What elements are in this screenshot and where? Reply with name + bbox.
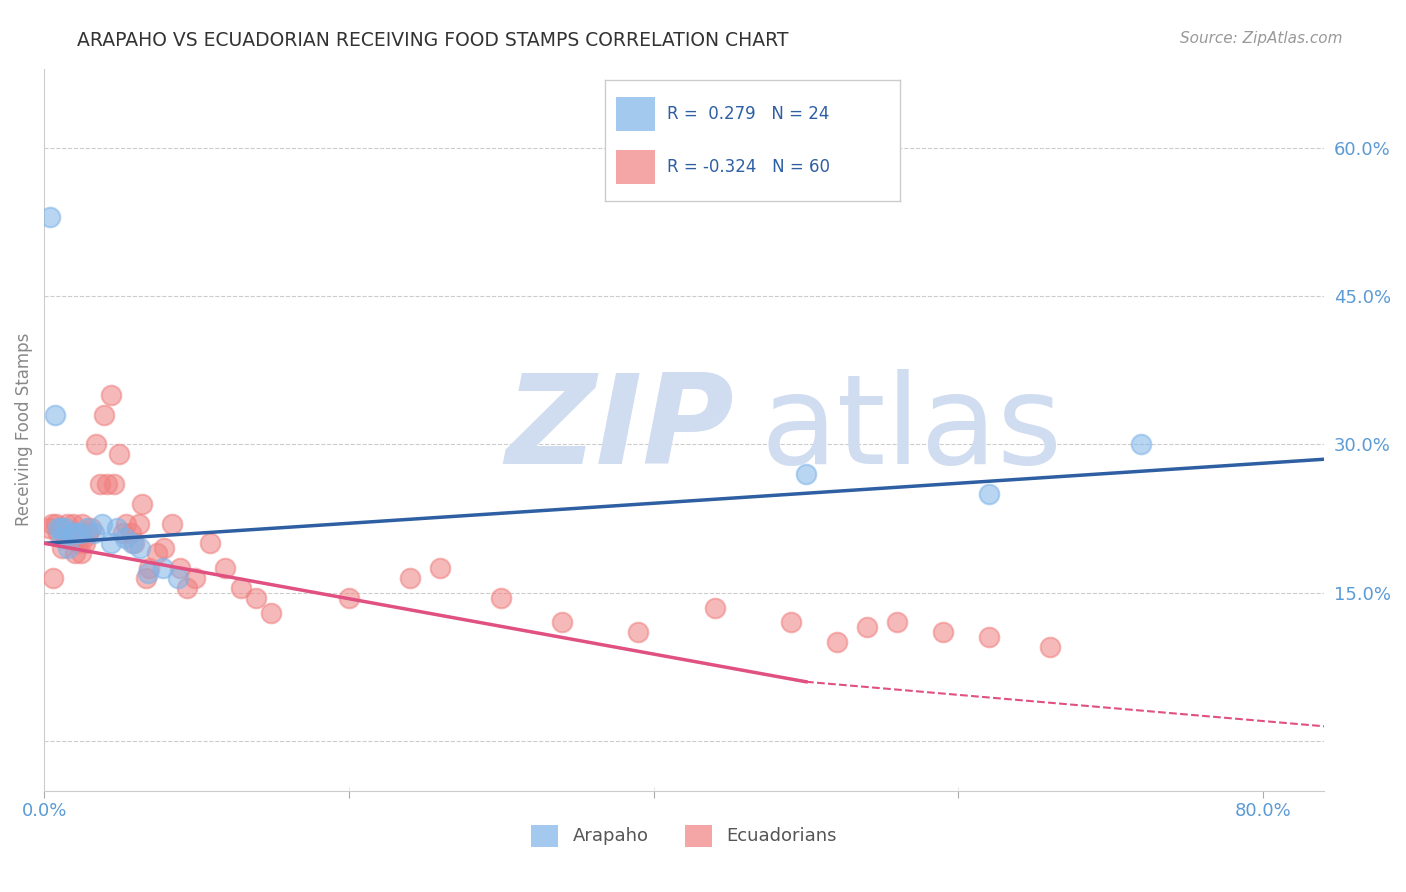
Point (51, 541, 73, 556)
Legend: Arapaho, Ecuadorians: Arapaho, Ecuadorians (524, 817, 844, 854)
Point (169, 561, 191, 575)
Point (136, 566, 159, 580)
Point (63, 546, 86, 560)
Point (825, 635, 848, 649)
Point (146, 546, 169, 560)
Point (337, 591, 360, 605)
Text: R =  0.279   N = 24: R = 0.279 N = 24 (666, 105, 830, 123)
Point (138, 561, 160, 575)
Point (65, 526, 87, 541)
Point (76, 521, 98, 535)
Point (103, 477, 125, 491)
Point (260, 606, 283, 620)
Point (56, 516, 79, 531)
Point (39, 210, 62, 224)
Point (153, 541, 176, 556)
Y-axis label: Receiving Food Stamps: Receiving Food Stamps (15, 333, 32, 526)
Point (120, 526, 142, 541)
Point (51, 532, 73, 546)
Point (184, 571, 207, 585)
Point (46, 521, 69, 535)
Point (135, 571, 157, 585)
Point (70, 516, 93, 531)
Text: ZIP: ZIP (505, 369, 734, 490)
Point (429, 561, 451, 575)
Point (114, 532, 136, 546)
Point (73, 532, 96, 546)
Point (80, 521, 103, 535)
Point (96, 477, 118, 491)
Point (62, 526, 84, 541)
Point (107, 447, 129, 461)
Text: Source: ZipAtlas.com: Source: ZipAtlas.com (1180, 31, 1343, 46)
Point (200, 536, 222, 550)
Point (122, 536, 145, 550)
Point (167, 571, 190, 585)
Point (794, 467, 817, 481)
Point (46, 526, 69, 541)
Text: atlas: atlas (761, 369, 1063, 490)
Point (91, 516, 114, 531)
Point (75, 536, 97, 550)
Point (49, 521, 72, 535)
Point (77, 526, 100, 541)
Point (886, 615, 908, 630)
Bar (616, 97, 655, 131)
Point (58, 541, 80, 556)
Point (176, 581, 198, 595)
Point (69, 526, 91, 541)
Point (69, 546, 91, 560)
Point (42, 571, 65, 585)
Point (856, 620, 879, 634)
Point (932, 625, 955, 640)
Point (93, 408, 115, 422)
Point (84, 437, 107, 451)
Point (779, 615, 801, 630)
Point (66, 536, 89, 550)
Point (65, 532, 87, 546)
Point (38, 521, 60, 535)
Point (245, 591, 267, 605)
Point (41, 516, 63, 531)
Point (83, 526, 105, 541)
Point (627, 625, 650, 640)
Point (89, 477, 111, 491)
Point (115, 516, 138, 531)
Point (49, 521, 72, 535)
Point (55, 532, 77, 546)
Point (1039, 640, 1062, 655)
Point (128, 516, 150, 531)
Point (100, 536, 122, 550)
Point (112, 526, 135, 541)
Point (105, 521, 128, 535)
Point (977, 630, 1000, 644)
Point (59, 526, 82, 541)
Point (62, 516, 84, 531)
Point (1130, 437, 1153, 451)
Point (129, 541, 152, 556)
Point (160, 516, 183, 531)
Point (214, 561, 236, 575)
Point (121, 536, 143, 550)
Text: R = -0.324   N = 60: R = -0.324 N = 60 (666, 158, 830, 176)
Text: ARAPAHO VS ECUADORIAN RECEIVING FOOD STAMPS CORRELATION CHART: ARAPAHO VS ECUADORIAN RECEIVING FOOD STA… (77, 31, 789, 50)
Point (551, 615, 574, 630)
Point (398, 571, 420, 585)
Point (152, 561, 174, 575)
Point (45, 516, 67, 531)
Point (491, 591, 513, 605)
Bar (616, 150, 655, 184)
Point (44, 408, 66, 422)
Point (229, 581, 252, 595)
Point (977, 487, 1000, 501)
Point (131, 497, 153, 511)
Point (100, 388, 122, 402)
Point (703, 600, 725, 615)
Point (55, 521, 77, 535)
